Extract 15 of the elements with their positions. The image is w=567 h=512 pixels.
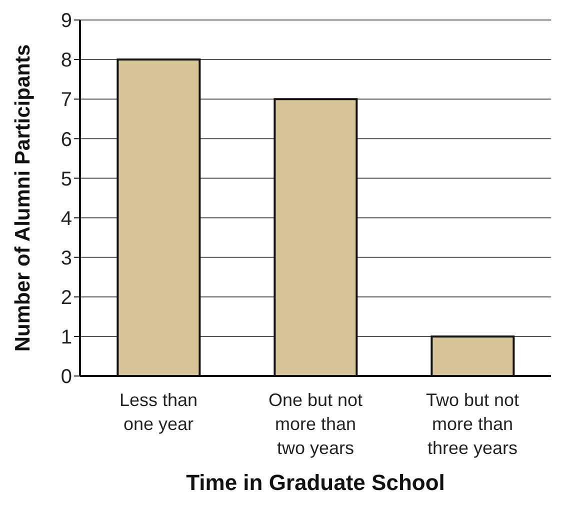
y-tick-label: 1 [60,326,72,349]
y-tick-label: 5 [60,168,72,190]
y-tick-label: 3 [60,247,72,270]
y-axis-title: Number of Alumni Participants [11,44,34,352]
y-tick-label: 0 [60,366,72,388]
y-tick-label: 7 [60,89,72,112]
x-tick-label: One but not more than two years [268,390,363,458]
y-tick-label: 9 [60,10,72,32]
y-tick-label: 6 [60,128,72,151]
x-tick-label: Two but not more than three years [426,390,520,458]
y-tick-label: 4 [60,208,72,230]
x-axis-title: Time in Graduate School [186,470,445,495]
y-tick-label: 2 [60,286,72,309]
x-tick-label: Less than one year [119,390,198,434]
y-tick-label: 8 [60,50,72,72]
